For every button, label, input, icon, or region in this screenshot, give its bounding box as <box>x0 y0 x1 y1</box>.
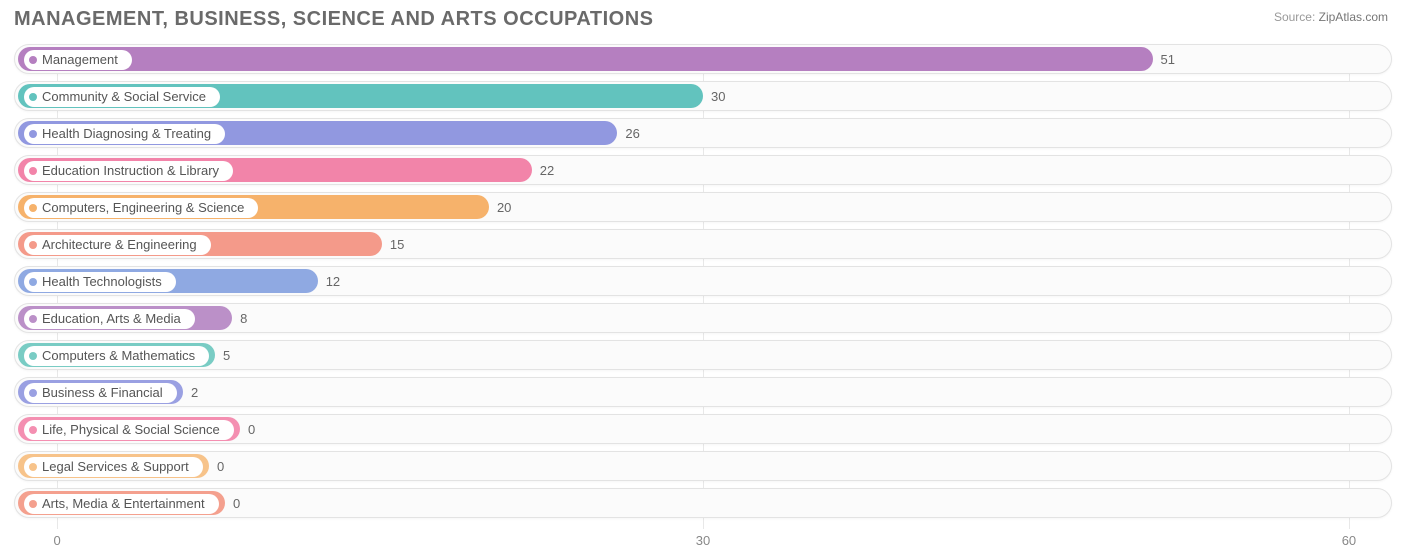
bar-row: Life, Physical & Social Science 0 <box>14 414 1392 444</box>
source-attribution: Source: ZipAtlas.com <box>1274 10 1388 24</box>
source-label: Source: <box>1274 10 1315 24</box>
bar-value-label: 0 <box>240 417 255 441</box>
bar-category-label: Health Technologists <box>24 272 176 292</box>
bar-row: Education Instruction & Library 22 <box>14 155 1392 185</box>
bar-value-label: 0 <box>209 454 224 478</box>
bar-row-inner: Education, Arts & Media 8 <box>18 306 1388 330</box>
bar <box>18 47 1153 71</box>
legend-dot-icon <box>29 500 37 508</box>
bar-value-label: 15 <box>382 232 404 256</box>
bar-category-label: Legal Services & Support <box>24 457 203 477</box>
bar-row: Education, Arts & Media 8 <box>14 303 1392 333</box>
bar-category-label: Arts, Media & Entertainment <box>24 494 219 514</box>
x-axis-tick: 30 <box>696 533 710 548</box>
bar-category-text: Management <box>42 52 118 67</box>
bar-row-inner: Computers, Engineering & Science 20 <box>18 195 1388 219</box>
bar-category-label: Architecture & Engineering <box>24 235 211 255</box>
bar-category-label: Life, Physical & Social Science <box>24 420 234 440</box>
bar-category-text: Arts, Media & Entertainment <box>42 496 205 511</box>
x-axis: 0 30 60 <box>14 533 1392 553</box>
bar-value-label: 26 <box>617 121 639 145</box>
bar-row: Health Diagnosing & Treating 26 <box>14 118 1392 148</box>
bar-row: Computers & Mathematics 5 <box>14 340 1392 370</box>
legend-dot-icon <box>29 389 37 397</box>
bar-row: Arts, Media & Entertainment 0 <box>14 488 1392 518</box>
bar-row: Management 51 <box>14 44 1392 74</box>
bar-value-label: 22 <box>532 158 554 182</box>
bar-row-inner: Management 51 <box>18 47 1388 71</box>
legend-dot-icon <box>29 463 37 471</box>
bar-category-text: Education, Arts & Media <box>42 311 181 326</box>
bar-value-label: 12 <box>318 269 340 293</box>
bar-row-inner: Computers & Mathematics 5 <box>18 343 1388 367</box>
x-axis-tick: 60 <box>1342 533 1356 548</box>
legend-dot-icon <box>29 56 37 64</box>
bar-value-label: 51 <box>1153 47 1175 71</box>
source-site: ZipAtlas.com <box>1319 10 1388 24</box>
bar-category-label: Education, Arts & Media <box>24 309 195 329</box>
bar-category-text: Health Technologists <box>42 274 162 289</box>
bar-category-label: Computers, Engineering & Science <box>24 198 258 218</box>
bar-value-label: 20 <box>489 195 511 219</box>
legend-dot-icon <box>29 352 37 360</box>
bar-category-text: Computers & Mathematics <box>42 348 195 363</box>
legend-dot-icon <box>29 130 37 138</box>
bar-category-text: Community & Social Service <box>42 89 206 104</box>
x-axis-tick: 0 <box>53 533 60 548</box>
legend-dot-icon <box>29 426 37 434</box>
bar-row-inner: Education Instruction & Library 22 <box>18 158 1388 182</box>
bar-row: Community & Social Service 30 <box>14 81 1392 111</box>
bar-row-inner: Legal Services & Support 0 <box>18 454 1388 478</box>
bar-category-label: Computers & Mathematics <box>24 346 209 366</box>
chart-title: MANAGEMENT, BUSINESS, SCIENCE AND ARTS O… <box>14 8 653 31</box>
bar-row: Computers, Engineering & Science 20 <box>14 192 1392 222</box>
legend-dot-icon <box>29 167 37 175</box>
legend-dot-icon <box>29 93 37 101</box>
bar-category-text: Health Diagnosing & Treating <box>42 126 211 141</box>
bar-row: Business & Financial 2 <box>14 377 1392 407</box>
bar-row-inner: Health Technologists 12 <box>18 269 1388 293</box>
bar-row-inner: Health Diagnosing & Treating 26 <box>18 121 1388 145</box>
bar-category-label: Education Instruction & Library <box>24 161 233 181</box>
bar-row-inner: Business & Financial 2 <box>18 380 1388 404</box>
legend-dot-icon <box>29 204 37 212</box>
bar-value-label: 0 <box>225 491 240 515</box>
bar-category-text: Computers, Engineering & Science <box>42 200 244 215</box>
legend-dot-icon <box>29 278 37 286</box>
bar-row-inner: Community & Social Service 30 <box>18 84 1388 108</box>
legend-dot-icon <box>29 241 37 249</box>
chart-area: Management 51 Community & Social Service 30… <box>14 44 1392 529</box>
bar-category-text: Education Instruction & Library <box>42 163 219 178</box>
bar-category-label: Business & Financial <box>24 383 177 403</box>
bar-value-label: 30 <box>703 84 725 108</box>
bar-row-inner: Life, Physical & Social Science 0 <box>18 417 1388 441</box>
bar-category-text: Life, Physical & Social Science <box>42 422 220 437</box>
bar-category-text: Legal Services & Support <box>42 459 189 474</box>
bar-category-text: Business & Financial <box>42 385 163 400</box>
legend-dot-icon <box>29 315 37 323</box>
bar-category-label: Health Diagnosing & Treating <box>24 124 225 144</box>
bar-value-label: 2 <box>183 380 198 404</box>
bar-category-label: Community & Social Service <box>24 87 220 107</box>
bar-row-inner: Arts, Media & Entertainment 0 <box>18 491 1388 515</box>
bar-row-inner: Architecture & Engineering 15 <box>18 232 1388 256</box>
bar-value-label: 8 <box>232 306 247 330</box>
bar-category-label: Management <box>24 50 132 70</box>
bar-category-text: Architecture & Engineering <box>42 237 197 252</box>
bar-row: Legal Services & Support 0 <box>14 451 1392 481</box>
bar-row: Health Technologists 12 <box>14 266 1392 296</box>
bar-value-label: 5 <box>215 343 230 367</box>
bar-row: Architecture & Engineering 15 <box>14 229 1392 259</box>
